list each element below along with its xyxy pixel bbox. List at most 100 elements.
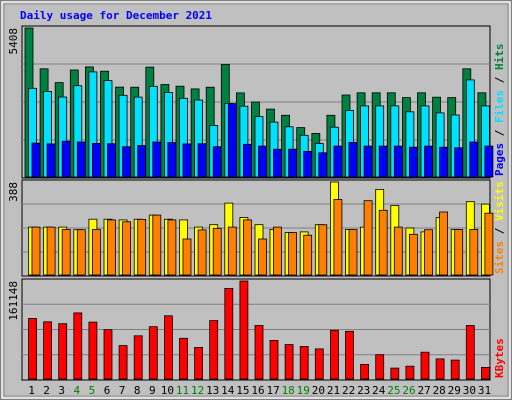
bar-kbytes-kbytes-day-21 (329, 329, 339, 380)
bar-visits-sites-day-26 (408, 233, 418, 276)
day-label-24: 24 (372, 384, 386, 397)
day-label-19: 19 (297, 384, 310, 397)
bar-hits-pages-day-8 (137, 145, 147, 178)
legend-separator: / (493, 70, 506, 90)
day-label-29: 29 (448, 384, 461, 397)
bar-kbytes-kbytes-day-2 (43, 321, 52, 380)
legend-item-kbytes: KBytes (493, 338, 506, 378)
bar-kbytes-kbytes-day-3 (58, 323, 68, 380)
bar-kbytes-kbytes-day-13 (209, 320, 219, 380)
legend-item-visits: Visits (493, 181, 506, 221)
bar-hits-pages-day-27 (424, 145, 433, 178)
chart-panels: 5408 Pages / Files / Hits 388 Sites / Visit… (7, 25, 506, 381)
bar-visits-sites-day-15 (242, 219, 252, 276)
bar-visits-sites-day-23 (363, 200, 373, 276)
bar-hits-pages-day-29 (454, 147, 464, 178)
bar-hits-pages-day-19 (303, 150, 313, 178)
bar-hits-pages-day-13 (212, 146, 222, 178)
legend-item-pages: Pages (493, 143, 506, 176)
bar-hits-pages-day-26 (408, 146, 418, 178)
bar-visits-sites-day-21 (333, 199, 343, 276)
bar-visits-sites-day-2 (46, 226, 56, 276)
bar-kbytes-kbytes-day-7 (118, 345, 128, 380)
bar-hits-pages-day-3 (61, 140, 71, 178)
day-label-6: 6 (104, 384, 111, 397)
bar-hits-pages-day-20 (318, 152, 328, 178)
legend-kbytes: KBytes (493, 338, 506, 378)
bar-hits-pages-day-15 (242, 143, 252, 178)
bar-kbytes-kbytes-day-25 (390, 367, 400, 380)
bar-visits-sites-day-16 (258, 238, 267, 276)
day-label-5: 5 (89, 384, 96, 397)
bar-visits-sites-day-31 (484, 212, 494, 276)
bar-visits-sites-day-13 (212, 227, 222, 276)
bar-hits-pages-day-11 (182, 143, 192, 178)
bar-kbytes-kbytes-day-23 (360, 363, 370, 380)
legend-separator: / (493, 221, 506, 241)
bar-visits-sites-day-3 (61, 229, 71, 276)
bar-hits-pages-day-17 (273, 148, 282, 178)
day-label-16: 16 (251, 384, 264, 397)
bar-hits-pages-day-5 (92, 142, 101, 178)
bar-kbytes-kbytes-day-30 (465, 325, 475, 380)
bar-hits-pages-day-14 (227, 103, 237, 178)
day-label-30: 30 (463, 384, 476, 397)
bar-hits-pages-day-24 (378, 145, 388, 178)
bar-visits-sites-day-20 (318, 224, 328, 276)
day-label-1: 1 (28, 384, 35, 397)
bar-kbytes-kbytes-day-11 (179, 337, 188, 380)
bar-kbytes-kbytes-day-16 (254, 325, 264, 380)
bar-kbytes-kbytes-day-15 (239, 280, 249, 380)
bar-kbytes-kbytes-day-8 (133, 335, 143, 380)
day-label-25: 25 (387, 384, 400, 397)
bar-kbytes-kbytes-day-5 (88, 321, 98, 380)
day-label-7: 7 (119, 384, 126, 397)
bar-hits-pages-day-22 (348, 141, 358, 178)
bar-kbytes-kbytes-day-19 (299, 346, 309, 380)
bar-visits-sites-day-9 (152, 214, 162, 276)
day-label-27: 27 (417, 384, 430, 397)
bar-kbytes-kbytes-day-27 (420, 351, 430, 380)
bar-visits-sites-day-27 (424, 229, 433, 276)
panel-kbytes: 161148 KBytes (7, 278, 506, 381)
bar-kbytes-kbytes-day-31 (480, 366, 490, 380)
bar-hits-pages-day-9 (152, 141, 162, 178)
bar-visits-sites-day-18 (288, 232, 298, 276)
y-max-label-hits: 5408 (7, 28, 20, 55)
day-label-17: 17 (266, 384, 279, 397)
day-label-9: 9 (149, 384, 156, 397)
bar-hits-pages-day-6 (107, 143, 116, 178)
day-label-28: 28 (433, 384, 446, 397)
legend-visits: Sites / Visits (493, 181, 506, 274)
bar-kbytes-kbytes-day-4 (73, 312, 83, 380)
legend-item-files: Files (493, 90, 506, 123)
day-label-26: 26 (402, 384, 415, 397)
bar-visits-sites-day-24 (378, 209, 388, 276)
panel-hits: 5408 Pages / Files / Hits (7, 25, 506, 179)
day-label-21: 21 (327, 384, 340, 397)
bar-visits-sites-day-22 (348, 229, 358, 276)
bar-hits-pages-day-2 (46, 143, 56, 178)
bar-visits-sites-day-19 (303, 234, 313, 276)
bar-visits-sites-day-10 (167, 219, 177, 276)
day-label-18: 18 (282, 384, 295, 397)
bar-kbytes-kbytes-day-28 (435, 358, 445, 380)
bar-kbytes-kbytes-day-1 (28, 318, 37, 380)
bar-visits-sites-day-17 (273, 226, 282, 276)
bar-hits-pages-day-7 (122, 146, 131, 178)
bar-visits-sites-day-28 (439, 211, 449, 276)
bar-kbytes-kbytes-day-18 (284, 344, 294, 380)
day-label-13: 13 (206, 384, 219, 397)
bar-visits-sites-day-8 (137, 218, 147, 276)
bar-visits-sites-day-25 (393, 226, 403, 276)
bar-visits-sites-day-30 (469, 229, 479, 276)
day-label-10: 10 (161, 384, 174, 397)
legend-item-sites: Sites (493, 241, 506, 274)
day-label-11: 11 (176, 384, 189, 397)
bar-kbytes-kbytes-day-22 (345, 330, 354, 380)
day-label-31: 31 (478, 384, 491, 397)
bar-visits-sites-day-14 (227, 226, 237, 276)
bar-hits-pages-day-1 (31, 142, 41, 178)
bar-hits-pages-day-16 (258, 145, 267, 178)
